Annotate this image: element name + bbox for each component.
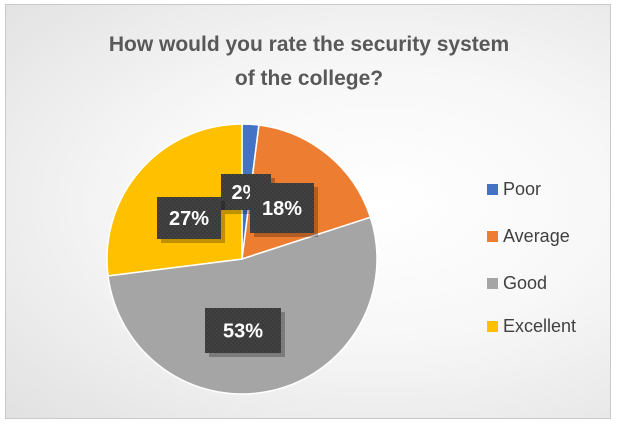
chart-title-line-2: of the college? <box>234 67 384 90</box>
legend-label-poor: Poor <box>503 178 542 199</box>
legend-label-average: Average <box>503 225 570 246</box>
pie-slice-good <box>107 216 378 395</box>
data-label-text-excellent: 27% <box>169 208 209 230</box>
chart-title-line-1: How would you rate the security system <box>108 33 510 56</box>
data-label-good: 53% <box>205 308 285 357</box>
data-label-text-average: 18% <box>262 198 302 220</box>
legend-item-excellent: Excellent <box>487 314 576 338</box>
legend-item-poor: Poor <box>487 177 541 201</box>
legend-swatch-good <box>487 277 498 289</box>
data-label-average: 18% <box>250 183 318 237</box>
data-label-excellent: 27% <box>157 197 225 243</box>
legend-swatch-excellent <box>487 320 498 332</box>
legend-swatch-average <box>487 230 498 242</box>
data-label-text-good: 53% <box>223 321 263 343</box>
legend-item-good: Good <box>487 271 547 295</box>
data-labels: 2%18%53%27% <box>157 174 318 357</box>
legend-label-good: Good <box>503 272 548 293</box>
legend-label-excellent: Excellent <box>503 315 577 336</box>
legend-item-average: Average <box>487 224 570 248</box>
chart-title: How would you rate the security system o… <box>0 28 618 96</box>
legend-swatch-poor <box>487 183 498 195</box>
